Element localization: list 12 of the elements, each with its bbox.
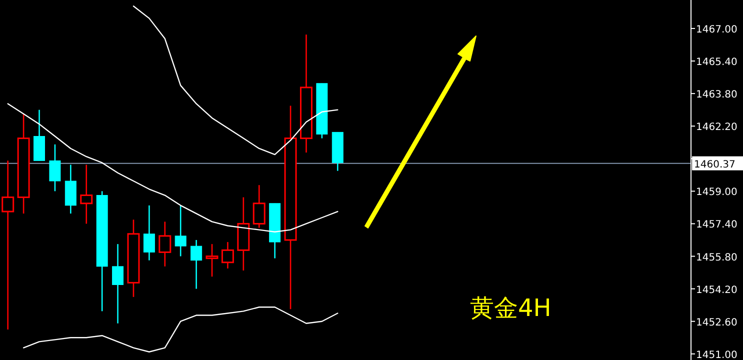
y-tick-label: 1462.20 <box>696 122 738 134</box>
y-tick-label: 1459.00 <box>696 187 738 198</box>
y-tick-label: 1454.20 <box>696 284 738 296</box>
y-tick-label: 1455.80 <box>696 252 738 264</box>
y-tick-label: 1465.40 <box>696 57 738 68</box>
y-tick-label: 1467.00 <box>696 24 738 36</box>
ref-line-label: 1460.37 <box>694 159 736 170</box>
annotation: 黄金4H <box>470 294 552 322</box>
y-tick-label: 1457.40 <box>696 220 738 231</box>
y-tick-label: 1451.00 <box>696 350 738 360</box>
y-tick-label: 1463.80 <box>696 90 738 101</box>
y-tick-label: 1452.60 <box>696 317 738 328</box>
